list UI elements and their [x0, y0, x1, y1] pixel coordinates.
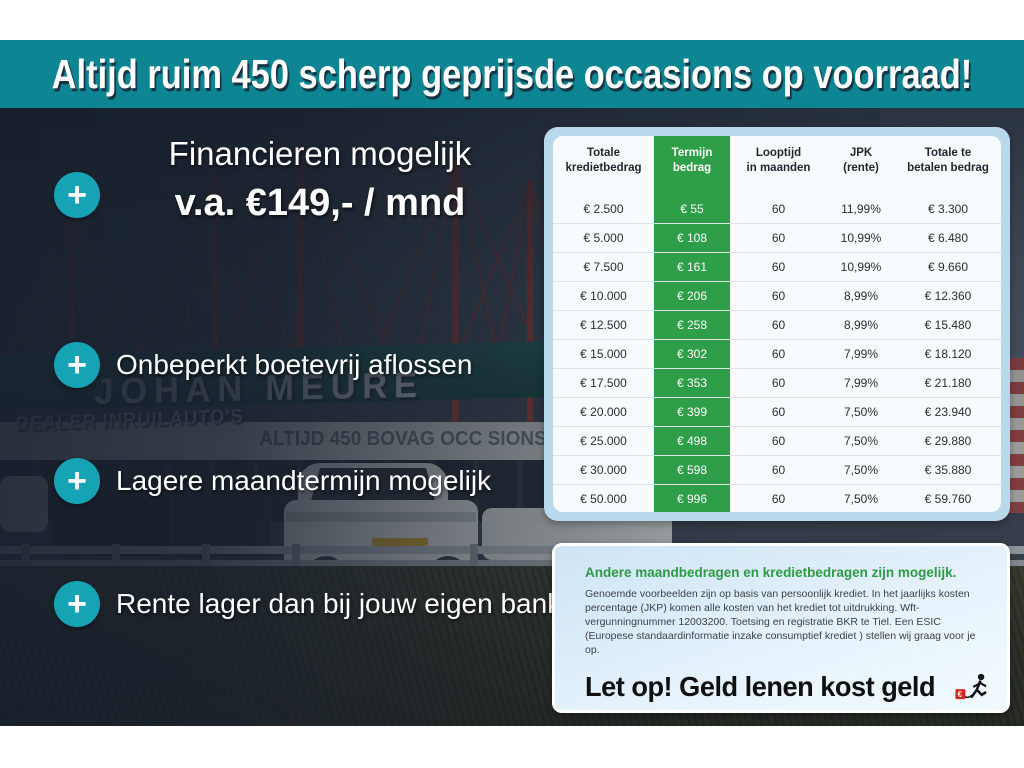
table-row: € 5.000 € 108 60 10,99% € 6.480 [553, 223, 1001, 252]
table-cell: € 30.000 [580, 463, 627, 477]
table-row: € 17.500 € 353 60 7,99% € 21.180 [553, 368, 1001, 397]
table-row: € 15.000 € 302 60 7,99% € 18.120 [553, 339, 1001, 368]
table-cell: € 25.000 [580, 434, 627, 448]
table-cell: 7,99% [843, 347, 879, 361]
table-cell: € 21.180 [924, 376, 972, 390]
headline-text: Altijd ruim 450 scherp geprijsde occasio… [51, 50, 973, 97]
table-header-row: Totale kredietbedrag Termijn bedrag Loop… [553, 136, 1001, 194]
table-cell: 60 [771, 231, 786, 245]
table-cell: € 302 [676, 347, 708, 361]
table-row: € 12.500 € 258 60 8,99% € 15.480 [553, 310, 1001, 339]
finance-table: Totale kredietbedrag Termijn bedrag Loop… [553, 136, 1001, 512]
table-cell: € 10.000 [580, 289, 627, 303]
table-cell: € 23.940 [924, 405, 972, 419]
table-cell: 60 [771, 434, 786, 448]
table-cell: 8,99% [843, 318, 879, 332]
table-cell: € 29.880 [924, 434, 972, 448]
table-cell: € 258 [676, 318, 708, 332]
plus-icon: + [54, 458, 100, 504]
table-cell: € 59.760 [924, 492, 972, 506]
table-cell: € 15.480 [924, 318, 972, 332]
table-cell: 10,99% [840, 260, 882, 274]
usp-financieren-line1: Financieren mogelijk [168, 135, 472, 172]
header-looptijd: Looptijd in maanden [746, 147, 811, 174]
table-cell: € 15.000 [580, 347, 627, 361]
table-cell: 7,50% [843, 405, 879, 419]
table-cell: € 2.500 [583, 201, 624, 216]
table-cell: 7,50% [843, 463, 879, 477]
table-cell: € 55 [680, 201, 704, 216]
usp-aflossen-label: Onbeperkt boetevrij aflossen [116, 349, 473, 380]
table-row: € 25.000 € 498 60 7,50% € 29.880 [553, 426, 1001, 455]
table-cell: € 5.000 [583, 231, 624, 245]
table-cell: € 7.500 [583, 260, 624, 274]
table-cell: € 50.000 [580, 492, 627, 506]
usp-financieren-line2: v.a. €149,- / mnd [174, 182, 466, 224]
table-cell: € 399 [676, 405, 708, 419]
table-cell: 60 [771, 318, 786, 332]
usp-rente: + Rente lager dan bij jouw eigen bank [54, 581, 561, 627]
table-cell: € 12.360 [924, 289, 972, 303]
header-totale-te-betalen: Totale te betalen bedrag [907, 147, 989, 174]
table-row: € 30.000 € 598 60 7,50% € 35.880 [553, 455, 1001, 484]
usp-maandtermijn-label: Lagere maandtermijn mogelijk [116, 465, 492, 496]
usp-rente-label: Rente lager dan bij jouw eigen bank [116, 588, 562, 619]
table-cell: € 6.480 [927, 231, 969, 245]
table-cell: 11,99% [841, 201, 881, 216]
table-cell: 7,50% [843, 492, 879, 506]
table-cell: 60 [771, 201, 786, 216]
disclaimer-card: Andere maandbedragen en kredietbedragen … [552, 543, 1010, 713]
table-cell: 7,50% [843, 434, 879, 448]
table-cell: 60 [771, 376, 786, 390]
table-body: € 2.500 € 55 60 11,99% € 3.300 € 5.000 € 108 60… [553, 194, 1001, 512]
table-cell: € 598 [676, 463, 708, 477]
credit-warning: Let op! Geld lenen kost geld € [585, 666, 991, 708]
table-cell: 60 [771, 463, 786, 477]
table-cell: 60 [771, 347, 786, 361]
table-cell: € 12.500 [580, 318, 627, 332]
table-cell: 7,99% [843, 376, 879, 390]
table-cell: 60 [771, 405, 786, 419]
table-cell: 10,99% [840, 231, 882, 245]
plus-icon: + [54, 342, 100, 388]
header-kredietbedrag: Totale kredietbedrag [565, 147, 642, 174]
plus-icon: + [54, 581, 100, 627]
finance-table-card: Totale kredietbedrag Termijn bedrag Loop… [544, 127, 1010, 521]
table-row: € 7.500 € 161 60 10,99% € 9.660 [553, 252, 1001, 281]
usp-aflossen: + Onbeperkt boetevrij aflossen [54, 342, 472, 388]
svg-text:€: € [958, 690, 963, 699]
table-cell: 60 [771, 492, 786, 506]
table-cell: € 108 [676, 231, 708, 245]
table-cell: € 206 [676, 289, 708, 303]
table-cell: 60 [771, 289, 786, 303]
header-termijn-bedrag: Termijn bedrag [671, 147, 713, 174]
disclaimer-body: Genoemde voorbeelden zijn op basis van p… [585, 588, 976, 656]
table-cell: 8,99% [843, 289, 879, 303]
disclaimer-heading: Andere maandbedragen en kredietbedragen … [585, 565, 957, 580]
table-cell: € 498 [676, 434, 708, 448]
credit-warning-text: Let op! Geld lenen kost geld [585, 671, 936, 702]
table-cell: € 161 [676, 260, 708, 274]
headline-banner: Altijd ruim 450 scherp geprijsde occasio… [0, 40, 1024, 108]
table-cell: € 35.880 [924, 463, 972, 477]
table-cell: € 17.500 [580, 376, 627, 390]
usp-maandtermijn: + Lagere maandtermijn mogelijk [54, 458, 491, 504]
table-cell: € 996 [676, 492, 708, 506]
table-cell: € 3.300 [927, 201, 969, 216]
table-row: € 50.000 € 996 60 7,50% € 59.760 [553, 484, 1001, 512]
table-cell: € 20.000 [580, 405, 627, 419]
plus-icon: + [54, 172, 100, 218]
table-row: € 2.500 € 55 60 11,99% € 3.300 [553, 194, 1001, 223]
table-cell: € 353 [676, 376, 708, 390]
table-cell: € 18.120 [924, 347, 972, 361]
table-cell: 60 [771, 260, 786, 274]
termijn-green-column [654, 136, 730, 512]
table-cell: € 9.660 [927, 260, 969, 274]
geld-lenen-kost-geld-icon: € [955, 673, 987, 700]
header-jpk: JPK (rente) [843, 147, 879, 174]
table-row: € 10.000 € 206 60 8,99% € 12.360 [553, 281, 1001, 310]
table-row: € 20.000 € 399 60 7,50% € 23.940 [553, 397, 1001, 426]
